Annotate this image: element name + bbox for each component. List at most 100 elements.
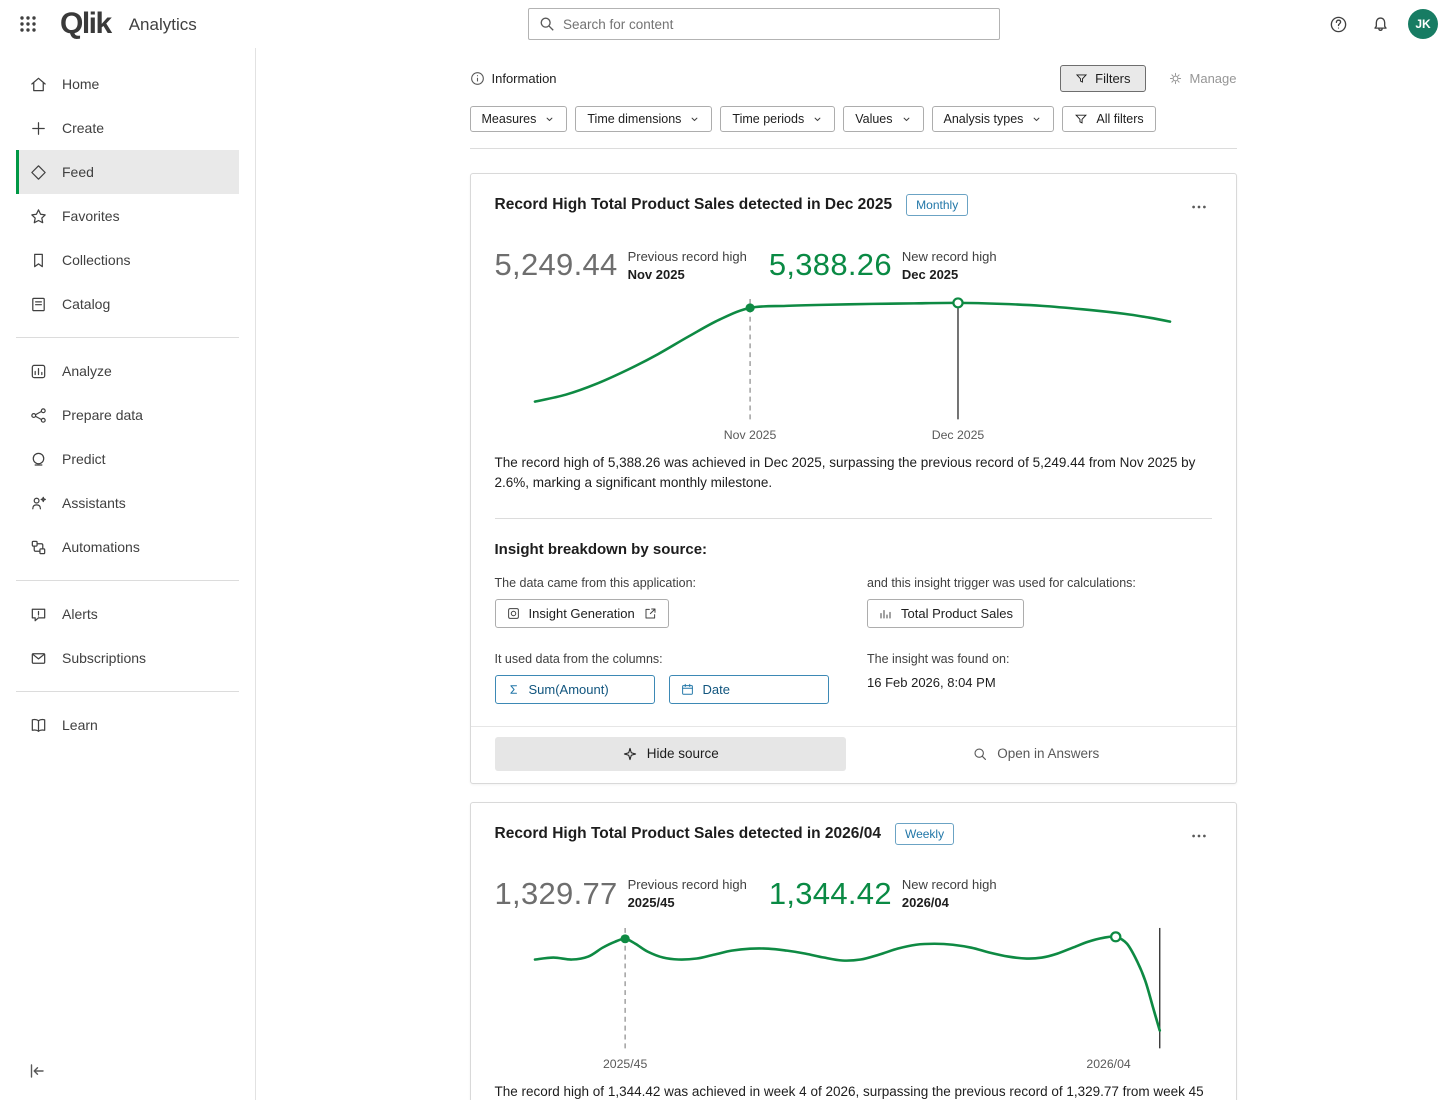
new-record-period: Dec 2025 — [901, 266, 959, 282]
new-record-value: 1,344.42 — [768, 875, 892, 911]
sidebar: Home Create Feed Favorites Collections Catalo… — [0, 48, 256, 1100]
answers-search-icon — [974, 747, 987, 760]
new-record-value: 5,388.26 — [768, 247, 892, 282]
new-record-label: New record high — [901, 248, 997, 264]
main-content: Information Filters Manage Mea — [256, 48, 1450, 1100]
predict-icon — [28, 449, 48, 469]
sidebar-item-assistants[interactable]: Assistants — [16, 481, 239, 525]
product-name: Analytics — [128, 15, 197, 34]
card-title: Record High Total Product Sales detected… — [494, 824, 881, 842]
sidebar-item-prepare-data[interactable]: Prepare data — [16, 393, 239, 437]
sigma-icon — [509, 684, 517, 694]
filters-button[interactable]: Filters — [1060, 64, 1146, 92]
sidebar-item-label: Assistants — [62, 495, 126, 511]
sidebar-item-label: Feed — [62, 164, 94, 180]
sidebar-item-catalog[interactable]: Catalog — [16, 282, 239, 326]
card-footer: Hide source Open in Answers — [470, 725, 1236, 783]
notifications-button[interactable] — [1366, 10, 1394, 38]
filter-chip-label: Analysis types — [943, 112, 1024, 126]
automations-icon — [28, 537, 48, 557]
column-chip-date[interactable]: Date — [668, 674, 829, 704]
catalog-icon — [28, 294, 48, 314]
filter-chip-values[interactable]: Values — [843, 106, 924, 132]
period-badge: Weekly — [894, 822, 955, 845]
help-icon — [1330, 16, 1346, 32]
sidebar-item-label: Learn — [62, 717, 98, 733]
card-menu-button[interactable] — [1186, 194, 1212, 223]
collections-icon — [28, 250, 48, 270]
prepare-icon — [28, 405, 48, 425]
sidebar-item-label: Automations — [62, 539, 140, 555]
sidebar-item-label: Subscriptions — [62, 650, 147, 666]
grid-icon — [20, 16, 36, 32]
filter-chip-all-filters[interactable]: All filters — [1062, 106, 1156, 132]
previous-record-period: Nov 2025 — [627, 266, 685, 282]
sidebar-item-predict[interactable]: Predict — [16, 437, 239, 481]
filter-chip-time-dimensions[interactable]: Time dimensions — [575, 106, 713, 132]
record-line-chart: 2025/45 2026/04 — [495, 924, 1212, 1074]
ellipsis-icon — [1191, 834, 1206, 837]
chevron-down-icon — [903, 117, 909, 121]
sidebar-item-favorites[interactable]: Favorites — [16, 194, 239, 238]
sidebar-item-learn[interactable]: Learn — [16, 703, 239, 747]
card-menu-button[interactable] — [1186, 823, 1212, 852]
previous-record-label: Previous record high — [627, 248, 747, 264]
information-icon — [470, 71, 484, 85]
sidebar-item-subscriptions[interactable]: Subscriptions — [16, 636, 239, 680]
sidebar-item-analyze[interactable]: Analyze — [16, 349, 239, 393]
column-chip-sum-amount[interactable]: Sum(Amount) — [494, 674, 655, 704]
home-icon — [28, 74, 48, 94]
subscriptions-icon — [28, 648, 48, 668]
sidebar-item-label: Analyze — [62, 363, 112, 379]
assistants-icon — [28, 493, 48, 513]
app-icon — [507, 607, 519, 619]
filter-chip-label: All filters — [1096, 112, 1144, 126]
gear-icon — [1169, 72, 1181, 84]
sidebar-item-home[interactable]: Home — [16, 62, 239, 106]
sidebar-item-create[interactable]: Create — [16, 106, 239, 150]
sidebar-item-alerts[interactable]: Alerts — [16, 592, 239, 636]
create-icon — [28, 118, 48, 138]
insight-summary: The record high of 1,344.42 was achieved… — [494, 1083, 1204, 1099]
app-launcher-button[interactable] — [12, 8, 44, 40]
ellipsis-icon — [1191, 205, 1206, 209]
sidebar-divider — [16, 337, 239, 338]
help-button[interactable] — [1324, 10, 1352, 38]
previous-record-value: 5,249.44 — [494, 247, 618, 282]
svg-text:2026/04: 2026/04 — [1086, 1057, 1131, 1071]
record-values: 5,249.44 Previous record high Nov 2025 5… — [495, 247, 1212, 283]
search-input[interactable] — [563, 16, 999, 32]
filter-chip-analysis-types[interactable]: Analysis types — [931, 106, 1055, 132]
analyze-icon — [28, 361, 48, 381]
sidebar-item-automations[interactable]: Automations — [16, 525, 239, 569]
manage-button[interactable]: Manage — [1168, 71, 1237, 86]
trigger-measure-chip[interactable]: Total Product Sales — [867, 598, 1025, 628]
insight-generation-button[interactable]: Insight Generation — [494, 598, 669, 628]
record-values: 1,329.77 Previous record high 2025/45 1,… — [495, 876, 1212, 912]
avatar[interactable]: JK — [1408, 9, 1438, 39]
breakdown-heading: Insight breakdown by source: — [494, 540, 708, 558]
insight-sparkle-icon — [623, 747, 636, 760]
svg-text:Dec 2025: Dec 2025 — [931, 428, 984, 442]
qlik-logo: Qlik — [60, 7, 112, 40]
columns-label: It used data from the columns: — [494, 651, 663, 666]
filter-chip-time-periods[interactable]: Time periods — [720, 106, 836, 132]
collapse-sidebar-button[interactable] — [24, 1058, 50, 1084]
sidebar-item-label: Alerts — [62, 606, 98, 622]
feed-toolbar: Information Filters Manage — [470, 64, 1237, 92]
sidebar-item-label: Favorites — [62, 208, 120, 224]
sidebar-item-feed[interactable]: Feed — [16, 150, 239, 194]
topbar: Qlik Analytics JK — [0, 0, 1450, 48]
sidebar-divider — [16, 691, 239, 692]
funnel-icon — [1076, 73, 1088, 83]
sidebar-groups: Home Create Feed Favorites Collections Catalo… — [0, 62, 255, 747]
sidebar-item-collections[interactable]: Collections — [16, 238, 239, 282]
hide-source-button[interactable]: Hide source — [494, 736, 846, 771]
sidebar-item-label: Prepare data — [62, 407, 143, 423]
open-in-answers-button[interactable]: Open in Answers — [972, 746, 1099, 762]
sidebar-item-label: Create — [62, 120, 105, 136]
chevron-down-icon — [546, 117, 553, 121]
filter-chip-label: Values — [855, 112, 893, 126]
chevron-down-icon — [814, 117, 821, 121]
filter-chip-measures[interactable]: Measures — [469, 106, 568, 132]
